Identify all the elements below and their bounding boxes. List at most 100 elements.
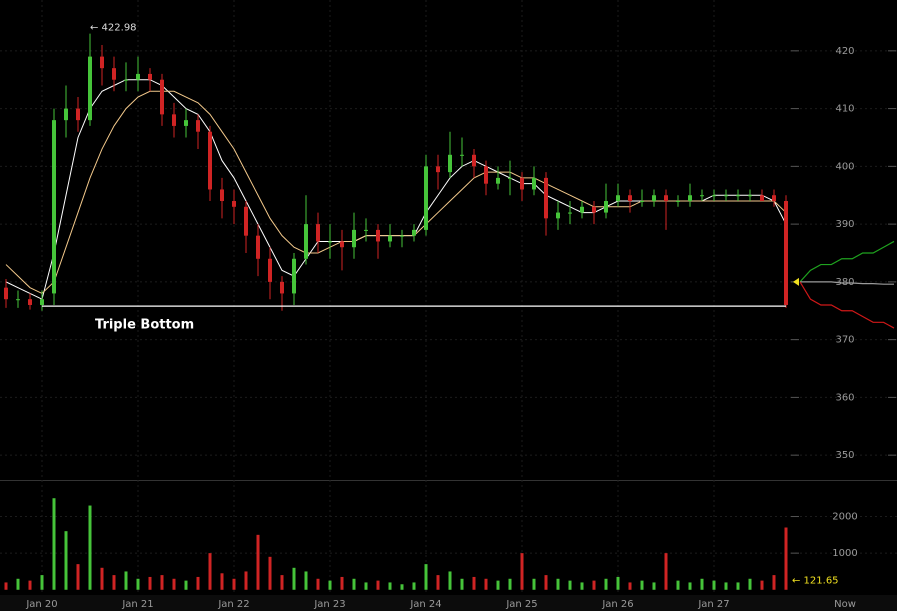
volume-bar xyxy=(772,575,776,590)
volume-bar xyxy=(700,578,704,590)
candle-body xyxy=(676,201,680,203)
candle-body xyxy=(772,195,776,202)
x-tick-label: Jan 22 xyxy=(217,599,249,610)
x-tick-label: Jan 27 xyxy=(697,599,729,610)
volume-bar xyxy=(280,575,284,590)
volume-bar xyxy=(400,584,404,590)
candle-body xyxy=(196,120,200,132)
candle-body xyxy=(568,212,572,214)
high-label: ← 422.98 xyxy=(90,23,137,34)
candle-body xyxy=(184,120,188,126)
candle-body xyxy=(388,235,392,242)
candle-body xyxy=(592,206,596,213)
candle-body xyxy=(220,189,224,202)
candle-body xyxy=(700,195,704,197)
candle-body xyxy=(580,206,584,213)
x-tick-label: Jan 23 xyxy=(313,599,345,610)
volume-bar xyxy=(448,571,452,590)
candle-body xyxy=(484,166,488,184)
now-label: Now xyxy=(834,599,856,610)
volume-bar xyxy=(568,580,572,590)
candle-body xyxy=(748,195,752,197)
volume-bar xyxy=(352,578,356,590)
volume-bar xyxy=(292,567,296,590)
volume-bar xyxy=(268,556,272,590)
candle-body xyxy=(244,206,248,236)
candle-body xyxy=(640,201,644,203)
volume-bar xyxy=(784,527,788,590)
volume-bar xyxy=(436,575,440,590)
candle-body xyxy=(52,120,56,294)
candle-body xyxy=(532,177,536,190)
candle-body xyxy=(628,195,632,202)
volume-bar xyxy=(76,564,80,590)
support-label: Triple Bottom xyxy=(95,318,194,333)
candle-body xyxy=(280,281,284,294)
volume-bar xyxy=(616,576,620,590)
x-tick-label: Jan 20 xyxy=(25,599,57,610)
volume-bar xyxy=(244,571,248,590)
volume-bar xyxy=(184,580,188,590)
volume-bar xyxy=(736,582,740,590)
volume-bar xyxy=(496,580,500,590)
candle-body xyxy=(208,131,212,190)
candle-body xyxy=(448,154,452,173)
candle-body xyxy=(100,56,104,69)
volume-tick-label: 2000 xyxy=(832,512,857,523)
candle-body xyxy=(352,229,356,248)
candle-body xyxy=(412,229,416,236)
candle-body xyxy=(28,299,32,305)
volume-bar xyxy=(424,564,428,590)
candle-body xyxy=(652,195,656,202)
volume-bar xyxy=(664,553,668,590)
candle-body xyxy=(40,299,44,305)
candle-body xyxy=(712,195,716,197)
forecast-line xyxy=(800,281,894,285)
volume-bar xyxy=(256,534,260,590)
volume-bar xyxy=(340,576,344,590)
candle-body xyxy=(688,195,692,202)
volume-bar xyxy=(16,578,20,590)
volume-bar xyxy=(748,578,752,590)
y-tick-label: 360 xyxy=(835,392,854,403)
candle-body xyxy=(340,241,344,248)
candle-body xyxy=(472,154,476,167)
volume-bar xyxy=(724,582,728,590)
volume-bar xyxy=(652,582,656,590)
volume-bar xyxy=(556,578,560,590)
candle-body xyxy=(160,79,164,115)
forecast-line xyxy=(799,240,895,283)
volume-bar xyxy=(172,578,176,590)
forecast-line xyxy=(799,281,895,329)
volume-bar xyxy=(88,505,92,590)
candle-body xyxy=(292,258,296,294)
volume-bar xyxy=(196,576,200,590)
volume-bar xyxy=(688,582,692,590)
volume-bar xyxy=(52,498,56,590)
volume-bar xyxy=(148,576,152,590)
candle-body xyxy=(328,241,332,243)
candle-body xyxy=(316,224,320,242)
candle-body xyxy=(112,68,116,80)
candle-body xyxy=(304,224,308,259)
volume-bar xyxy=(580,582,584,590)
y-tick-label: 370 xyxy=(835,335,854,346)
volume-bar xyxy=(712,580,716,590)
candle-body xyxy=(88,56,92,121)
candle-body xyxy=(544,177,548,219)
volume-bar xyxy=(328,580,332,590)
y-tick-label: 390 xyxy=(835,219,854,230)
x-tick-label: Jan 25 xyxy=(505,599,537,610)
candle-body xyxy=(508,177,512,179)
volume-bar xyxy=(760,580,764,590)
volume-bar xyxy=(472,576,476,590)
volume-bar xyxy=(304,571,308,590)
x-tick-label: Jan 21 xyxy=(121,599,153,610)
candle-body xyxy=(424,166,428,230)
volume-bar xyxy=(100,567,104,590)
volume-bar xyxy=(136,578,140,590)
y-tick-label: 380 xyxy=(835,277,854,288)
